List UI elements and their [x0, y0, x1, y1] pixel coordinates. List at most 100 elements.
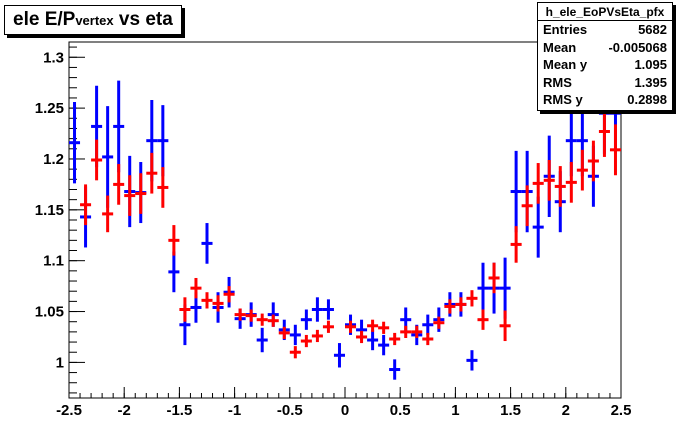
- x-tick-label: -1: [228, 402, 241, 419]
- data-point: [477, 309, 489, 330]
- stats-value: -0.005068: [608, 39, 667, 55]
- stats-box: h_ele_EoPVsEta_pfx Entries 5682 Mean -0.…: [537, 2, 673, 111]
- data-point: [565, 162, 577, 203]
- data-point: [411, 325, 423, 338]
- data-point: [598, 106, 610, 157]
- data-point: [113, 164, 125, 205]
- data-point: [311, 297, 323, 322]
- data-point: [532, 196, 544, 258]
- data-point: [510, 226, 522, 263]
- data-point: [179, 297, 191, 322]
- y-tick-label: 1.3: [43, 49, 64, 66]
- title-tail: vs eta: [113, 9, 173, 30]
- x-tick-label: -2.5: [56, 402, 82, 419]
- stats-row-entries: Entries 5682: [538, 21, 672, 39]
- data-point: [223, 286, 235, 303]
- data-point: [212, 295, 224, 312]
- data-point: [378, 334, 390, 356]
- x-tick-label: 2.5: [611, 402, 632, 419]
- x-tick-label: -1.5: [166, 402, 192, 419]
- data-point: [322, 320, 334, 333]
- data-point: [168, 225, 180, 256]
- data-point: [102, 106, 114, 208]
- stats-row-mean: Mean -0.005068: [538, 39, 672, 57]
- axes: -2.5 -2 -1.5 -1 -0.5 0 0.5 1 1.5 2 2.5 1 1.05 1.1 1.15…: [35, 46, 632, 419]
- data-point: [267, 314, 279, 327]
- data-point: [80, 184, 92, 226]
- y-tick-label: 1.1: [43, 253, 64, 270]
- data-point: [521, 185, 533, 227]
- data-point: [157, 105, 169, 177]
- data-point: [311, 329, 323, 343]
- data-point: [587, 140, 599, 182]
- plot-frame: [68, 41, 622, 399]
- title-main: ele E/P: [13, 9, 76, 30]
- data-point: [102, 195, 114, 233]
- stats-label: RMS y: [543, 92, 583, 108]
- data-point: [135, 173, 147, 214]
- x-tick-label: 2: [562, 402, 570, 419]
- y-tick-label: 1.25: [35, 100, 64, 117]
- data-point: [91, 139, 103, 181]
- title-subscript: vertex: [75, 12, 114, 28]
- data-point: [168, 251, 180, 293]
- data-point: [466, 350, 478, 371]
- data-point: [543, 159, 555, 201]
- data-point: [201, 223, 213, 264]
- data-point: [422, 314, 434, 335]
- data-point: [289, 346, 301, 359]
- stats-value: 1.095: [634, 57, 667, 73]
- data-point: [146, 152, 158, 194]
- data-point: [157, 167, 169, 208]
- data-point: [234, 308, 246, 321]
- data-point: [278, 326, 290, 340]
- data-point: [477, 262, 489, 314]
- data-point: [499, 257, 511, 319]
- data-point: [245, 309, 257, 322]
- data-point: [455, 297, 467, 312]
- stats-label: Mean: [543, 39, 577, 55]
- data-point: [300, 309, 312, 330]
- data-point: [422, 332, 434, 346]
- stats-value: 1.395: [634, 74, 667, 90]
- stats-row-rms-y: RMS y 0.2898: [538, 91, 672, 109]
- data-point: [124, 175, 136, 216]
- stats-row-rms: RMS 1.395: [538, 74, 672, 92]
- data-point: [400, 325, 412, 338]
- x-tick-label: -0.5: [277, 402, 303, 419]
- data-point: [190, 277, 202, 299]
- data-point: [256, 327, 268, 353]
- y-tick-label: 1.05: [35, 304, 64, 321]
- data-point: [576, 149, 588, 191]
- y-tick-label: 1.15: [35, 202, 64, 219]
- x-tick-label: 1: [451, 402, 459, 419]
- stats-value: 5682: [638, 22, 667, 38]
- data-point: [345, 320, 357, 333]
- stats-value: 0.2898: [627, 92, 667, 108]
- x-tick-label: 1.5: [500, 402, 521, 419]
- data-point: [532, 163, 544, 204]
- x-tick-label: 0.5: [390, 402, 411, 419]
- data-point: [488, 262, 500, 294]
- data-point: [333, 343, 345, 368]
- stats-label: Entries: [543, 22, 588, 38]
- data-point: [289, 324, 301, 346]
- y-tick-label: 1.2: [43, 151, 64, 168]
- data-point: [378, 321, 390, 334]
- data-point: [367, 319, 379, 332]
- data-point: [367, 329, 379, 351]
- stats-name: h_ele_EoPVsEta_pfx: [538, 3, 672, 21]
- data-point: [201, 292, 213, 309]
- data-point: [356, 330, 368, 344]
- data-point: [389, 359, 401, 380]
- data-point: [499, 310, 511, 342]
- y-tick-label: 1: [56, 354, 64, 371]
- chart-title: ele E/P vertex vs eta: [4, 5, 182, 35]
- stats-label: RMS: [543, 74, 572, 90]
- data-point: [300, 334, 312, 348]
- data-point: [389, 332, 401, 346]
- data-point: [322, 299, 334, 320]
- series-layer: [69, 72, 621, 380]
- stats-label: Mean y: [543, 57, 588, 73]
- stats-row-mean-y: Mean y 1.095: [538, 56, 672, 74]
